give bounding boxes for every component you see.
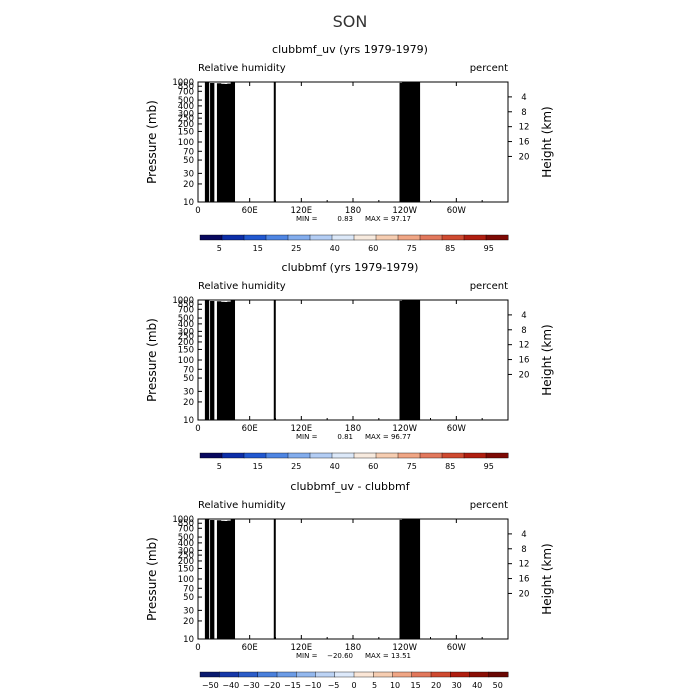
y-tick-label: 50: [183, 156, 194, 166]
colorbar-swatch: [221, 234, 245, 241]
x-tick-label: 120W: [392, 206, 417, 216]
y-tick-label: 150: [178, 127, 194, 137]
y-axis-height: 4 8 12 16 20 Height (km): [508, 93, 554, 178]
max-value: 97.17: [391, 215, 411, 223]
colorbar-swatch: [463, 234, 487, 241]
y-tick-label: 700: [178, 87, 194, 97]
height-tick-label: 20: [519, 152, 530, 162]
terrain-column: [227, 83, 232, 202]
terrain-column: [220, 83, 225, 202]
figure-title: SON: [333, 12, 368, 31]
colorbar-label: 85: [445, 244, 455, 253]
x-tick-label: 0: [195, 206, 200, 216]
max-label: MAX =: [365, 215, 389, 223]
y-tick-label: 500: [178, 96, 194, 106]
left-field-label: Relative humidity: [198, 63, 286, 74]
units-label: percent: [470, 63, 508, 74]
colorbar-swatch: [485, 234, 509, 241]
chart-panel-2: clubbmf (yrs 1979-1979) Relative humidity…: [145, 261, 554, 471]
panels: clubbmf_uv (yrs 1979-1979) Relative humid…: [145, 43, 554, 690]
colorbar: 5 15 25 40 60 75 85 95: [199, 234, 509, 253]
units-label: percent: [470, 281, 508, 292]
y-tick-label: 1000: [172, 78, 194, 88]
colorbar-label: 95: [484, 244, 494, 253]
colorbar-label: 40: [330, 244, 340, 253]
colorbar-label: 75: [407, 244, 417, 253]
x-tick-label: 180: [345, 206, 361, 216]
colorbar-label: 60: [368, 244, 378, 253]
y-tick-label: 850: [178, 82, 194, 92]
colorbar-swatch: [265, 234, 289, 241]
min-value: 0.83: [337, 215, 353, 223]
height-tick-label: 4: [521, 93, 526, 103]
terrain-column: [216, 83, 222, 202]
min-label: MIN =: [296, 215, 318, 223]
chart-panel-1: clubbmf_uv (yrs 1979-1979) Relative humid…: [145, 43, 554, 253]
y-tick-label: 30: [183, 169, 194, 179]
colorbar-swatch: [353, 234, 377, 241]
colorbar-label: 5: [217, 244, 222, 253]
colorbar-swatch: [331, 234, 355, 241]
left-field-label: Relative humidity: [198, 281, 286, 292]
terrain-column: [210, 83, 215, 202]
colorbar-swatch: [375, 234, 399, 241]
height-tick-label: 8: [521, 108, 526, 118]
y-tick-label: 20: [183, 180, 194, 190]
height-axis-title: Height (km): [540, 106, 554, 177]
height-tick-label: 12: [519, 123, 530, 133]
colorbar-swatch: [309, 234, 333, 241]
colorbar-swatch: [287, 234, 311, 241]
y-tick-label: 100: [178, 138, 194, 148]
y-tick-label: 10: [183, 198, 194, 208]
terrain-column: [402, 82, 421, 202]
terrain-column: [230, 82, 236, 202]
colorbar-swatch: [419, 234, 443, 241]
x-axis: 0 60E 120E 180 120W 60W: [195, 82, 483, 216]
y-tick-label: 250: [178, 114, 194, 124]
colorbar-swatch: [441, 234, 465, 241]
terrain-column: [273, 82, 276, 202]
y-tick-label: 400: [178, 102, 194, 112]
topography: [204, 82, 421, 202]
x-tick-label: 120E: [291, 206, 313, 216]
min-max-readout: MIN = 0.83 MAX = 97.17: [296, 215, 411, 223]
y-axis-title: Pressure (mb): [145, 100, 159, 184]
colorbar-label: 25: [291, 244, 301, 253]
terrain-column: [204, 82, 210, 202]
x-tick-label: 60E: [242, 206, 258, 216]
y-tick-label: 300: [178, 109, 194, 119]
plot-frame: [197, 81, 509, 203]
panel-title: clubbmf_uv (yrs 1979-1979): [272, 43, 428, 56]
terrain-column: [399, 82, 403, 202]
terrain-column: [223, 84, 229, 202]
colorbar-swatch: [199, 234, 223, 241]
height-tick-label: 16: [519, 138, 530, 148]
y-tick-label: 70: [183, 147, 194, 157]
colorbar-swatch: [243, 234, 267, 241]
x-tick-label: 60W: [447, 206, 467, 216]
colorbar-label: 15: [253, 244, 263, 253]
y-tick-label: 200: [178, 120, 194, 130]
colorbar-swatch: [397, 234, 421, 241]
panel-title: clubbmf (yrs 1979-1979): [282, 261, 419, 274]
